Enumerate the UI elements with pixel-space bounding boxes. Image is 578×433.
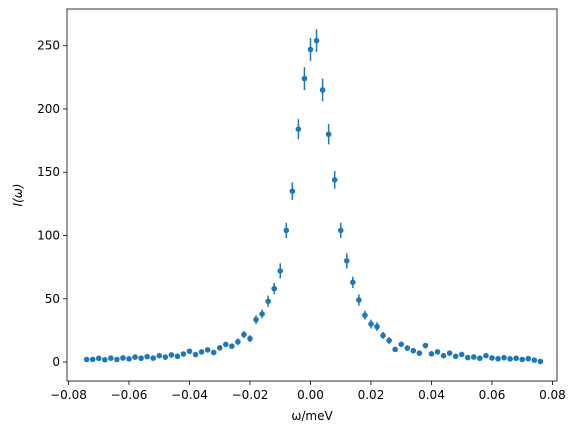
data-point (495, 355, 501, 362)
data-point (477, 355, 483, 362)
data-point (83, 356, 90, 363)
data-point (458, 351, 465, 358)
data-point (471, 354, 477, 360)
data-point (89, 356, 96, 363)
data-point (374, 323, 380, 330)
data-point (537, 358, 544, 365)
data-point (222, 341, 229, 348)
x-tick-label: 0.08 (539, 388, 566, 402)
data-point (247, 335, 253, 342)
data-point (525, 355, 532, 362)
data-point (362, 312, 368, 319)
data-point (277, 268, 284, 274)
data-point (210, 349, 217, 356)
x-axis-label: ω/meV (291, 409, 333, 423)
data-point (114, 356, 120, 363)
data-point (446, 350, 453, 356)
data-point (356, 297, 362, 303)
data-point (368, 321, 374, 327)
x-tick-label: −0.06 (111, 388, 148, 402)
y-tick-label: 200 (37, 102, 60, 116)
data-point (404, 345, 411, 351)
data-point (150, 355, 157, 361)
data-point (126, 356, 132, 362)
data-point (301, 75, 308, 82)
data-point (235, 338, 241, 345)
data-point (325, 131, 332, 138)
data-point (241, 331, 247, 338)
data-point (186, 348, 193, 355)
data-point (156, 352, 163, 359)
data-point (428, 350, 435, 357)
data-point (265, 298, 271, 305)
data-point (434, 349, 441, 355)
y-tick-label: 50 (45, 292, 60, 306)
data-point (386, 337, 392, 344)
data-point (307, 46, 314, 53)
data-point (180, 351, 187, 357)
data-point (416, 350, 423, 356)
data-point (120, 355, 126, 361)
x-tick-label: 0.00 (297, 388, 324, 402)
data-point (271, 285, 277, 292)
data-point (132, 354, 138, 360)
data-point (204, 347, 211, 353)
data-point (483, 352, 489, 359)
data-point (168, 352, 175, 358)
data-point (229, 343, 235, 350)
data-point (343, 257, 350, 264)
data-point (198, 349, 205, 355)
x-tick-label: 0.04 (418, 388, 445, 402)
y-tick-label: 0 (52, 355, 60, 369)
x-tick-label: 0.06 (479, 388, 506, 402)
data-point (289, 188, 296, 195)
plot-frame (66, 8, 558, 382)
data-point (507, 356, 513, 362)
data-point (283, 227, 290, 234)
data-point (513, 355, 519, 362)
data-point (519, 356, 526, 363)
y-tick-label: 100 (37, 228, 60, 242)
data-point (108, 355, 114, 361)
data-point (452, 353, 459, 360)
data-point (440, 352, 447, 359)
data-point (95, 355, 102, 362)
data-point (331, 177, 338, 183)
data-point (350, 279, 356, 286)
data-point (392, 346, 398, 353)
data-point (531, 357, 538, 363)
y-tick-label: 150 (37, 165, 60, 179)
data-point (319, 87, 326, 93)
data-point (102, 356, 108, 363)
data-point (192, 351, 199, 358)
data-point (380, 332, 386, 339)
data-point (144, 353, 150, 360)
data-point (174, 353, 181, 360)
x-tick-label: −0.04 (171, 388, 208, 402)
data-point (464, 354, 471, 361)
x-tick-label: −0.08 (50, 388, 87, 402)
y-axis-label: I(ω) (11, 184, 25, 207)
data-point (295, 126, 302, 133)
data-point (501, 354, 507, 361)
y-tick-label: 250 (37, 39, 60, 53)
x-tick-label: −0.02 (232, 388, 269, 402)
x-tick-label: 0.02 (358, 388, 385, 402)
data-point (216, 345, 223, 351)
data-point (138, 355, 144, 362)
data-point (313, 37, 320, 44)
data-point (422, 342, 429, 349)
data-point (162, 354, 169, 360)
data-point (489, 355, 495, 361)
data-point (253, 316, 259, 323)
data-point (337, 227, 344, 234)
data-point (259, 311, 265, 317)
data-point (398, 341, 405, 348)
data-point (410, 347, 417, 354)
